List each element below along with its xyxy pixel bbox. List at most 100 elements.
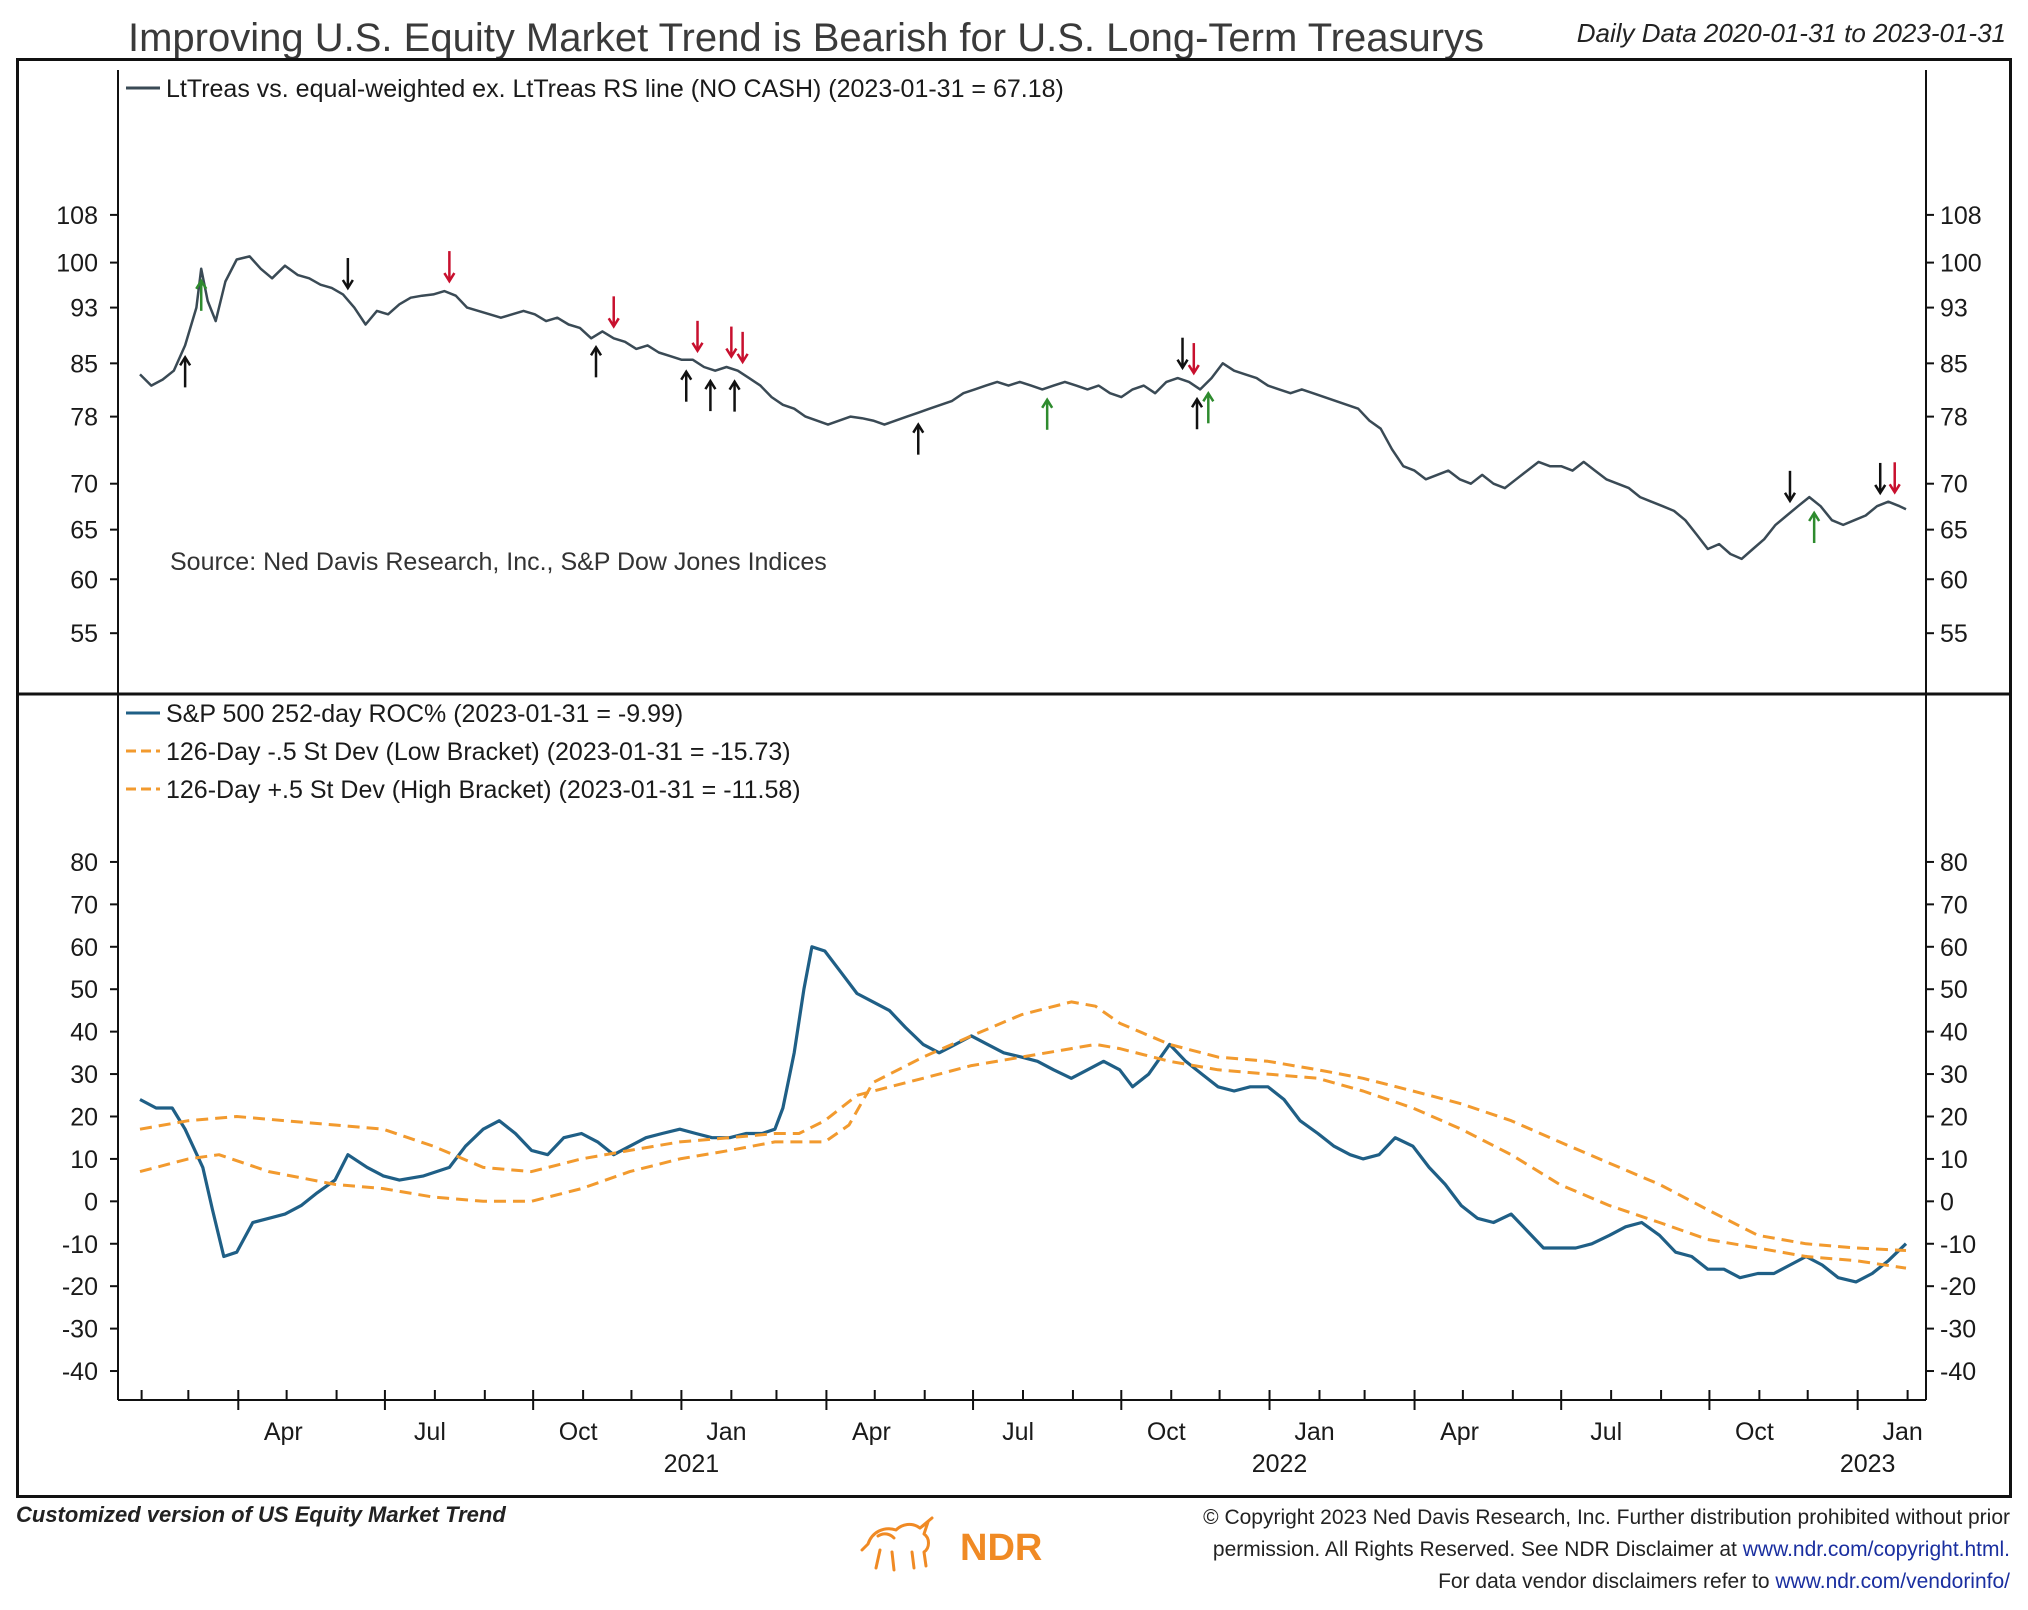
copyright-text-2: permission. All Rights Reserved. See NDR… bbox=[1212, 1538, 1743, 1561]
rs-line-series bbox=[139, 255, 1907, 561]
rs-legend-label: LtTreas vs. equal-weighted ex. LtTreas R… bbox=[166, 75, 1064, 103]
arrow-head bbox=[912, 422, 925, 434]
signal-arrow-up bbox=[912, 422, 925, 455]
lower-y-tick-label-left: 30 bbox=[70, 1061, 98, 1089]
upper-y-tick-label-right: 55 bbox=[1940, 620, 1968, 648]
arrow-head bbox=[607, 317, 620, 329]
high-bracket-series bbox=[139, 1042, 1907, 1270]
arrow-head bbox=[728, 379, 741, 391]
arrow-head bbox=[1190, 396, 1204, 408]
lower-y-tick-label-right: 10 bbox=[1940, 1146, 1968, 1174]
copyright-link[interactable]: www.ndr.com/copyright.html. bbox=[1742, 1538, 2010, 1561]
lower-y-tick-label-right: 60 bbox=[1940, 934, 1968, 962]
signal-arrow-up bbox=[728, 379, 741, 412]
upper-y-tick-label-left: 60 bbox=[70, 566, 98, 594]
x-year-label: 2023 bbox=[1840, 1450, 1896, 1478]
ndr-logo: NDR bbox=[860, 1516, 1042, 1572]
upper-y-tick-label-left: 70 bbox=[70, 471, 98, 499]
upper-panel: 55 55 60 60 65 65 70 70 78 78 85 85 93 93 100 100 108 108… bbox=[16, 70, 2012, 696]
arrow-head bbox=[443, 272, 456, 284]
signal-arrow-up bbox=[680, 369, 693, 402]
x-tick-label: Oct bbox=[1147, 1418, 1186, 1446]
upper-y-tick-label-right: 93 bbox=[1940, 295, 1968, 323]
x-axis: Apr Jul Oct Jan 2021 Apr Jul Oct Jan 2022 Apr Jul Oc… bbox=[140, 1390, 1923, 1478]
signal-arrow-up bbox=[1202, 390, 1215, 424]
arrow-head bbox=[589, 344, 603, 356]
x-tick-label: Oct bbox=[1735, 1418, 1774, 1446]
signal-arrow-up bbox=[704, 378, 717, 412]
lower-y-tick-label-left: 20 bbox=[70, 1103, 98, 1131]
copyright-line-3: For data vendor disclaimers refer to www… bbox=[1203, 1566, 2010, 1598]
vendor-info-link[interactable]: www.ndr.com/vendorinfo/ bbox=[1775, 1570, 2010, 1593]
logo-text: NDR bbox=[960, 1527, 1042, 1569]
x-tick-label: Jan bbox=[706, 1418, 746, 1446]
copyright-text-3: For data vendor disclaimers refer to bbox=[1438, 1570, 1776, 1593]
arrow-head bbox=[1808, 510, 1821, 522]
x-tick-label: Jul bbox=[1590, 1418, 1622, 1446]
signal-arrow-down bbox=[607, 296, 620, 329]
arrow-head bbox=[1187, 364, 1200, 376]
x-tick-label: Apr bbox=[852, 1418, 891, 1446]
arrow-head bbox=[1041, 397, 1054, 409]
footer-note: Customized version of US Equity Market T… bbox=[16, 1502, 506, 1527]
lower-panel: -40 -40 -30 -30 -20 -20 -10 -10 0 0 10 10 20 20 30 30 40… bbox=[62, 694, 1976, 1401]
signal-arrow-down bbox=[1783, 470, 1797, 504]
x-tick-label: Jan bbox=[1294, 1418, 1334, 1446]
signal-arrow-up bbox=[1190, 396, 1204, 430]
upper-y-tick-label-left: 108 bbox=[56, 202, 98, 230]
chart-title: Improving U.S. Equity Market Trend is Be… bbox=[128, 16, 1485, 60]
upper-y-tick-label-left: 65 bbox=[70, 517, 98, 545]
arrow-head bbox=[704, 378, 717, 390]
x-tick-label: Jan bbox=[1883, 1418, 1923, 1446]
x-year-label: 2021 bbox=[664, 1450, 720, 1478]
lower-y-tick-label-left: 60 bbox=[70, 934, 98, 962]
lower-y-tick-label-left: 10 bbox=[70, 1146, 98, 1174]
arrow-head bbox=[1874, 484, 1887, 496]
arrow-head bbox=[1888, 483, 1901, 495]
signal-arrow-down bbox=[341, 258, 354, 291]
upper-y-tick-label-right: 100 bbox=[1940, 250, 1982, 278]
copyright-line-1: © Copyright 2023 Ned Davis Research, Inc… bbox=[1203, 1506, 2010, 1529]
signal-arrow-down bbox=[1187, 343, 1200, 376]
signal-arrow-down bbox=[1176, 337, 1189, 371]
source-note: Source: Ned Davis Research, Inc., S&P Do… bbox=[170, 548, 827, 576]
x-year-label: 2022 bbox=[1252, 1450, 1308, 1478]
lower-y-tick-label-left: -10 bbox=[62, 1231, 98, 1259]
signal-arrow-down bbox=[1874, 462, 1887, 496]
arrow-head bbox=[680, 369, 693, 381]
upper-y-tick-label-left: 85 bbox=[70, 350, 98, 378]
arrow-head bbox=[1176, 359, 1189, 371]
signal-arrow-down bbox=[1888, 462, 1901, 495]
lower-legend-label: 126-Day +.5 St Dev (High Bracket) (2023-… bbox=[166, 776, 801, 804]
upper-y-tick-label-right: 85 bbox=[1940, 350, 1968, 378]
arrow-head bbox=[341, 279, 354, 291]
upper-y-tick-label-right: 108 bbox=[1940, 202, 1982, 230]
x-tick-label: Oct bbox=[559, 1418, 598, 1446]
roc-series bbox=[139, 945, 1908, 1284]
lower-y-tick-label-right: -20 bbox=[1940, 1273, 1976, 1301]
lower-y-tick-label-right: -10 bbox=[1940, 1231, 1976, 1259]
arrow-head bbox=[736, 353, 749, 365]
lower-y-tick-label-left: -30 bbox=[62, 1316, 98, 1344]
upper-y-tick-label-left: 93 bbox=[70, 295, 98, 323]
signal-arrow-up bbox=[1041, 397, 1054, 430]
signal-arrow-down bbox=[736, 331, 749, 365]
x-tick-label: Apr bbox=[1440, 1418, 1479, 1446]
x-tick-label: Apr bbox=[264, 1418, 303, 1446]
signal-arrow-up bbox=[195, 278, 208, 311]
upper-y-tick-label-right: 60 bbox=[1940, 566, 1968, 594]
upper-y-tick-label-right: 78 bbox=[1940, 404, 1968, 432]
copyright-block: © Copyright 2023 Ned Davis Research, Inc… bbox=[1203, 1502, 2010, 1598]
lower-y-tick-label-left: -20 bbox=[62, 1273, 98, 1301]
bull-icon bbox=[860, 1516, 934, 1572]
chart-frame bbox=[16, 58, 2012, 1498]
upper-y-tick-label-right: 65 bbox=[1940, 517, 1968, 545]
lower-y-tick-label-right: 0 bbox=[1940, 1188, 1954, 1216]
arrow-head bbox=[1783, 492, 1797, 504]
arrow-head bbox=[725, 347, 738, 359]
signal-arrow-down bbox=[443, 251, 456, 284]
lower-y-tick-label-right: 40 bbox=[1940, 1019, 1968, 1047]
signal-arrow-up bbox=[589, 344, 603, 378]
lower-y-tick-label-right: -40 bbox=[1940, 1358, 1976, 1386]
lower-y-tick-label-left: 50 bbox=[70, 976, 98, 1004]
